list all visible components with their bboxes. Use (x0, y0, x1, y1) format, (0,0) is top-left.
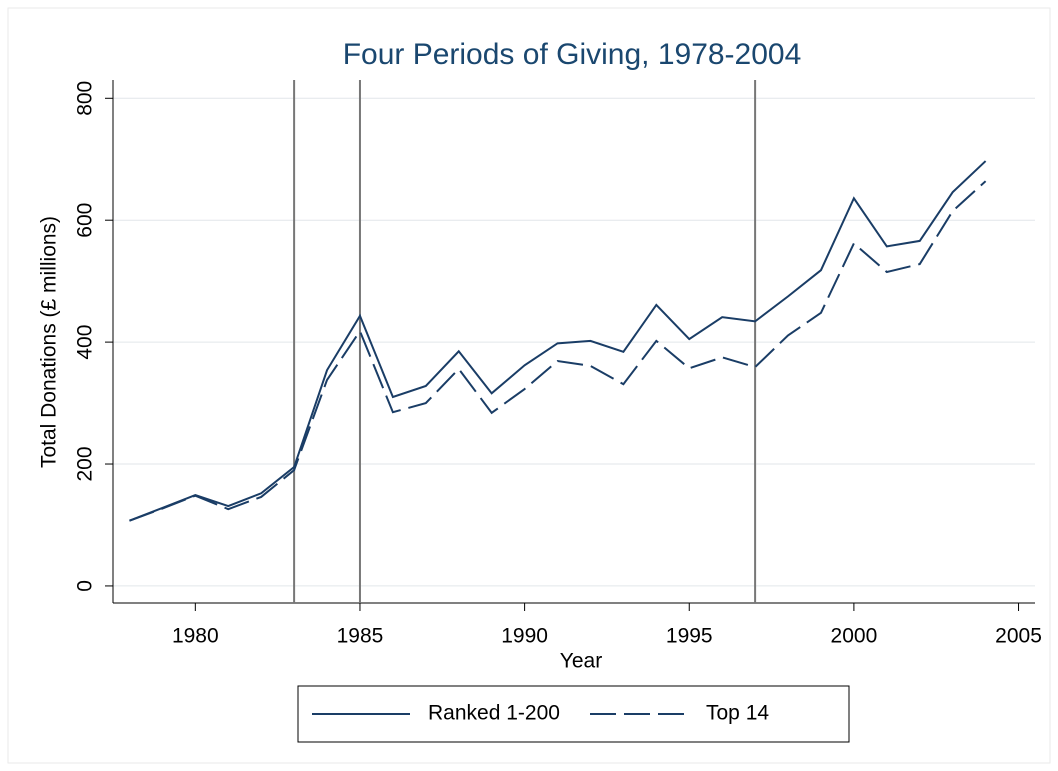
legend-label: Ranked 1-200 (428, 702, 560, 725)
y-axis-label: Total Donations (£ millions) (38, 216, 61, 468)
x-tick-label: 2005 (995, 625, 1042, 648)
x-tick-label: 1980 (172, 625, 219, 648)
y-tick-label: 200 (74, 446, 97, 481)
y-tick-label: 0 (74, 580, 97, 592)
series-line (129, 180, 987, 522)
chart-title: Four Periods of Giving, 1978-2004 (343, 38, 802, 71)
legend-label: Top 14 (706, 702, 769, 725)
x-tick-label: 1985 (337, 625, 384, 648)
x-tick-label: 1995 (666, 625, 713, 648)
series-line (129, 160, 987, 522)
y-tick-label: 400 (74, 325, 97, 360)
x-axis-label: Year (560, 650, 602, 673)
x-tick-label: 1990 (501, 625, 548, 648)
x-tick-label: 2000 (831, 625, 878, 648)
y-tick-label: 800 (74, 81, 97, 116)
frame (7, 7, 1051, 764)
y-tick-label: 600 (74, 203, 97, 238)
